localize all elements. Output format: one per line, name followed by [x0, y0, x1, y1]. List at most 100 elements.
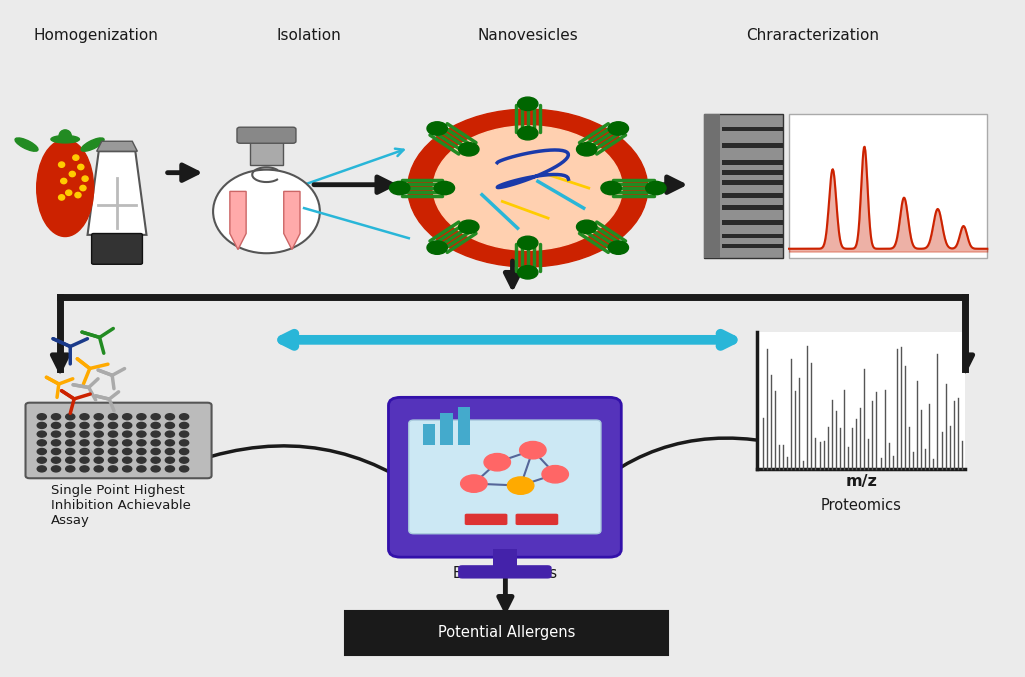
Circle shape [94, 448, 104, 454]
Ellipse shape [78, 165, 84, 170]
Circle shape [80, 422, 89, 429]
Circle shape [435, 181, 454, 195]
Circle shape [123, 448, 132, 454]
Circle shape [109, 414, 118, 420]
FancyBboxPatch shape [722, 127, 783, 131]
FancyBboxPatch shape [26, 403, 211, 478]
Circle shape [458, 220, 479, 234]
Circle shape [151, 422, 160, 429]
Circle shape [390, 181, 410, 195]
Circle shape [179, 431, 189, 437]
Text: Proteomics: Proteomics [821, 498, 902, 512]
Circle shape [507, 477, 534, 494]
FancyBboxPatch shape [457, 407, 469, 445]
FancyBboxPatch shape [493, 549, 517, 569]
FancyBboxPatch shape [722, 220, 783, 225]
FancyBboxPatch shape [237, 127, 296, 144]
Circle shape [51, 466, 60, 472]
Circle shape [123, 422, 132, 429]
Circle shape [37, 440, 46, 446]
Circle shape [80, 466, 89, 472]
Circle shape [37, 422, 46, 429]
Ellipse shape [58, 195, 65, 200]
Circle shape [37, 448, 46, 454]
Polygon shape [284, 192, 300, 250]
FancyBboxPatch shape [722, 205, 783, 210]
Text: Homogenization: Homogenization [33, 28, 158, 43]
Circle shape [520, 441, 546, 459]
FancyBboxPatch shape [423, 424, 436, 445]
Ellipse shape [37, 139, 93, 236]
Circle shape [165, 448, 174, 454]
Ellipse shape [73, 155, 79, 160]
FancyBboxPatch shape [703, 114, 720, 258]
Circle shape [137, 431, 146, 437]
Circle shape [37, 414, 46, 420]
Circle shape [51, 431, 60, 437]
Circle shape [37, 466, 46, 472]
Circle shape [123, 457, 132, 463]
Ellipse shape [60, 178, 67, 183]
Circle shape [80, 448, 89, 454]
Circle shape [646, 181, 666, 195]
Circle shape [94, 466, 104, 472]
FancyBboxPatch shape [441, 414, 452, 445]
Circle shape [151, 466, 160, 472]
Circle shape [460, 475, 487, 492]
Polygon shape [230, 192, 246, 250]
Polygon shape [87, 151, 147, 235]
Circle shape [80, 414, 89, 420]
Circle shape [123, 466, 132, 472]
Circle shape [66, 448, 75, 454]
Circle shape [80, 440, 89, 446]
Circle shape [94, 440, 104, 446]
Circle shape [109, 422, 118, 429]
Circle shape [51, 440, 60, 446]
Circle shape [484, 454, 510, 471]
Circle shape [179, 422, 189, 429]
Circle shape [165, 431, 174, 437]
Circle shape [80, 457, 89, 463]
FancyBboxPatch shape [789, 114, 987, 258]
Polygon shape [96, 141, 137, 151]
Ellipse shape [58, 162, 65, 167]
Text: Single Point Highest
Inhibition Achievable
Assay: Single Point Highest Inhibition Achievab… [51, 483, 191, 527]
Ellipse shape [80, 185, 86, 191]
Circle shape [601, 181, 621, 195]
Circle shape [66, 431, 75, 437]
FancyBboxPatch shape [409, 420, 601, 533]
FancyBboxPatch shape [756, 332, 965, 469]
Circle shape [109, 457, 118, 463]
Circle shape [51, 457, 60, 463]
FancyBboxPatch shape [722, 170, 783, 175]
Text: Chraracterization: Chraracterization [746, 28, 878, 43]
Circle shape [576, 220, 597, 234]
Ellipse shape [70, 171, 75, 177]
Circle shape [137, 422, 146, 429]
Circle shape [151, 414, 160, 420]
FancyBboxPatch shape [250, 139, 283, 165]
Ellipse shape [213, 170, 320, 253]
Circle shape [137, 440, 146, 446]
Text: Potential Allergens: Potential Allergens [438, 625, 575, 640]
Circle shape [37, 457, 46, 463]
Circle shape [427, 122, 447, 135]
Circle shape [109, 448, 118, 454]
Circle shape [137, 457, 146, 463]
Circle shape [179, 440, 189, 446]
FancyBboxPatch shape [722, 144, 783, 148]
Ellipse shape [59, 130, 72, 142]
Circle shape [123, 440, 132, 446]
Ellipse shape [81, 138, 105, 151]
FancyBboxPatch shape [388, 397, 621, 557]
Circle shape [66, 466, 75, 472]
Circle shape [94, 422, 104, 429]
Circle shape [80, 431, 89, 437]
Circle shape [151, 431, 160, 437]
Circle shape [518, 97, 538, 110]
Circle shape [151, 440, 160, 446]
FancyBboxPatch shape [722, 234, 783, 238]
Circle shape [608, 122, 628, 135]
Circle shape [542, 466, 569, 483]
Circle shape [458, 143, 479, 156]
